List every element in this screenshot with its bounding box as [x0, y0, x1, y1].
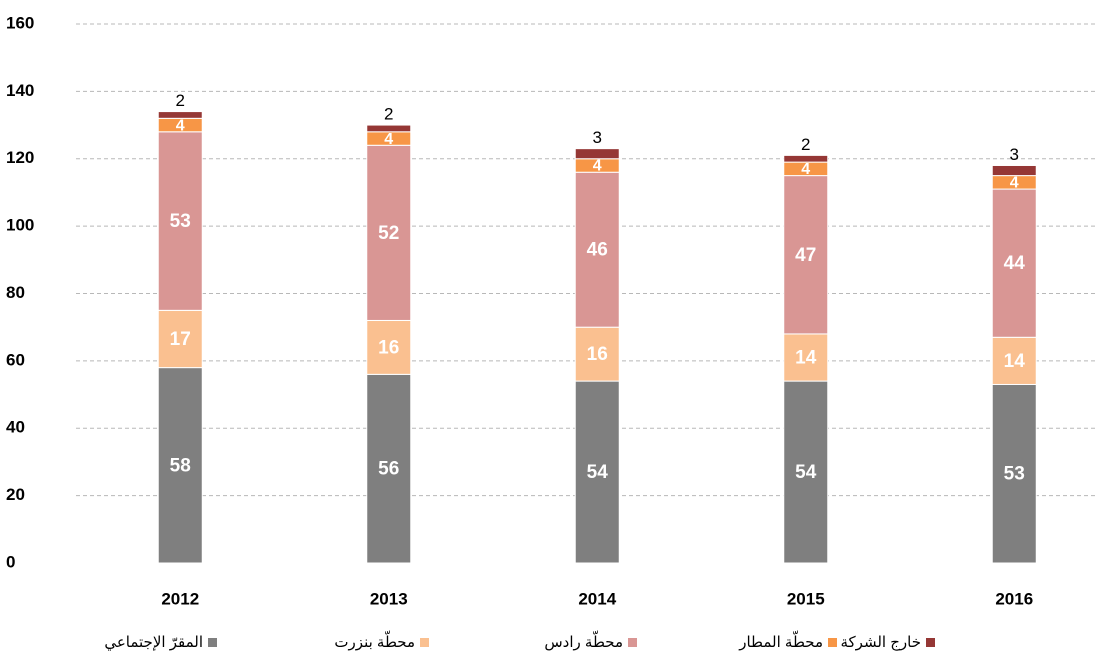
y-tick-label: 100	[6, 216, 34, 235]
bar-segment	[783, 333, 829, 382]
bar-segment	[366, 319, 412, 375]
data-label: 47	[795, 245, 816, 266]
bar-segment	[574, 326, 620, 382]
legend-swatch	[926, 638, 935, 647]
bar-segment	[574, 171, 620, 328]
data-label: 46	[587, 240, 608, 261]
y-tick-label: 20	[6, 485, 25, 504]
data-label: 2	[801, 135, 810, 154]
legend-label: خارج الشركة	[840, 634, 921, 652]
y-tick-label: 80	[6, 283, 25, 302]
bar-segment	[366, 144, 412, 321]
data-label: 16	[378, 337, 399, 358]
data-label: 56	[378, 459, 399, 480]
y-tick-label: 120	[6, 148, 34, 167]
bar-segment	[574, 380, 620, 564]
data-label: 2	[176, 91, 185, 110]
legend-swatch	[420, 638, 429, 647]
data-label: 53	[170, 211, 191, 232]
data-label: 17	[170, 329, 191, 350]
y-tick-label: 40	[6, 418, 25, 437]
bar-segment	[157, 111, 203, 119]
bar-segment	[574, 148, 620, 160]
data-label: 44	[1004, 253, 1026, 274]
data-label: 14	[1004, 351, 1026, 372]
bar-segment	[157, 367, 203, 564]
y-tick-label: 60	[6, 350, 25, 369]
data-label: 3	[1010, 145, 1019, 164]
bar-segment	[991, 336, 1037, 385]
legend-label: المقرّ الإجتماعي	[104, 634, 203, 652]
legend-label: محطّة المطار	[738, 631, 823, 651]
y-tick-label: 160	[6, 13, 34, 32]
bar-segment	[783, 380, 829, 564]
data-label: 16	[587, 344, 608, 365]
bar-segment	[366, 124, 412, 133]
data-label: 2	[384, 105, 393, 124]
bar-segment	[157, 131, 203, 311]
legend-swatch	[628, 638, 637, 647]
data-label: 4	[1010, 175, 1019, 192]
x-tick-label: 2012	[161, 589, 199, 608]
x-tick-label: 2014	[578, 589, 616, 608]
x-tick-label: 2013	[370, 589, 408, 608]
data-label: 14	[795, 348, 817, 369]
legend-label: محطّة رادس	[544, 631, 623, 651]
data-label: 4	[593, 158, 602, 175]
y-tick-label: 0	[6, 552, 15, 571]
legend-swatch	[828, 638, 837, 647]
data-label: 54	[795, 462, 817, 483]
bar-segment	[991, 383, 1037, 564]
data-label: 58	[170, 455, 191, 476]
data-label: 4	[384, 131, 393, 148]
legend-swatch	[208, 638, 217, 647]
x-tick-label: 2015	[787, 589, 825, 608]
x-tick-label: 2016	[995, 589, 1033, 608]
data-label: 3	[593, 128, 602, 147]
data-label: 54	[587, 462, 609, 483]
data-label: 4	[176, 117, 185, 134]
bar-segment	[991, 188, 1037, 338]
data-label: 4	[801, 161, 810, 178]
y-tick-label: 140	[6, 81, 34, 100]
bar-segment	[366, 373, 412, 564]
bar-segment	[783, 175, 829, 335]
data-label: 53	[1004, 464, 1025, 485]
bar-segment	[991, 164, 1037, 177]
data-label: 52	[378, 223, 399, 244]
bar-segment	[783, 154, 829, 163]
legend-label: محطّة بنزرت	[334, 631, 415, 651]
